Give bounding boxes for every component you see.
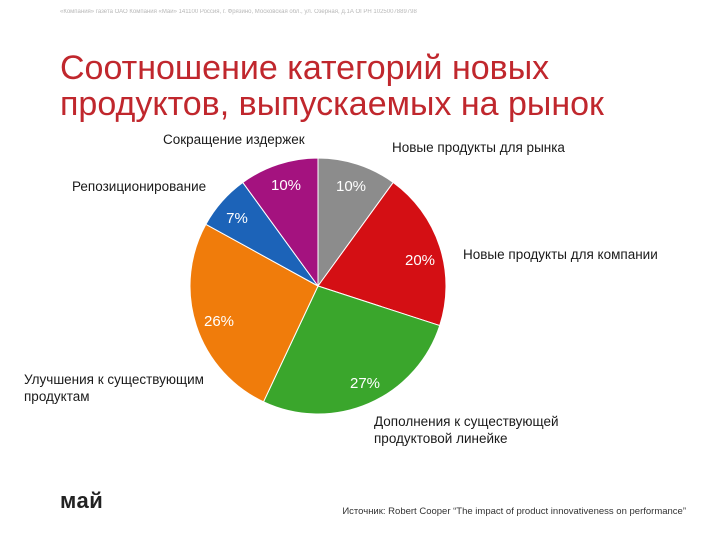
pie-percent-label-1: 10% (336, 178, 366, 195)
pie-category-label-4: Улучшения к существующим продуктам (24, 372, 204, 404)
slide-title: Соотношение категорий новых продуктов, в… (60, 50, 700, 122)
pie-slice-1 (317, 157, 394, 288)
pie-percent-label-4: 26% (204, 313, 234, 330)
pie-percent-label-3: 27% (350, 375, 380, 392)
pie-category-label-3: Дополнения к существующей продуктовой лин… (374, 414, 559, 446)
pie-category-label-5: Репозиционирование (72, 179, 206, 194)
slide-title-line-1: Соотношение категорий новых (60, 49, 550, 87)
pie-percent-label-5: 7% (226, 210, 248, 227)
pie-category-label-6: Сокращение издержек (163, 132, 305, 147)
company-logo: май (60, 488, 104, 513)
header-info-line: «Компания» газета ОАО Компания «Май» 141… (60, 9, 417, 15)
pie-slice-6 (242, 157, 319, 288)
slide-title-line-2: продуктов, выпускаемых на рынок (60, 85, 604, 123)
pie-slice-3 (262, 285, 441, 415)
source-note: Источник: Robert Cooper “The impact of p… (342, 506, 686, 517)
pie-category-label-2: Новые продукты для компании (463, 247, 658, 262)
pie-percent-label-6: 10% (271, 177, 301, 194)
pie-slice-2 (317, 181, 447, 327)
pie-percent-label-2: 20% (405, 252, 435, 269)
pie-category-label-1: Новые продукты для рынка (392, 140, 565, 155)
